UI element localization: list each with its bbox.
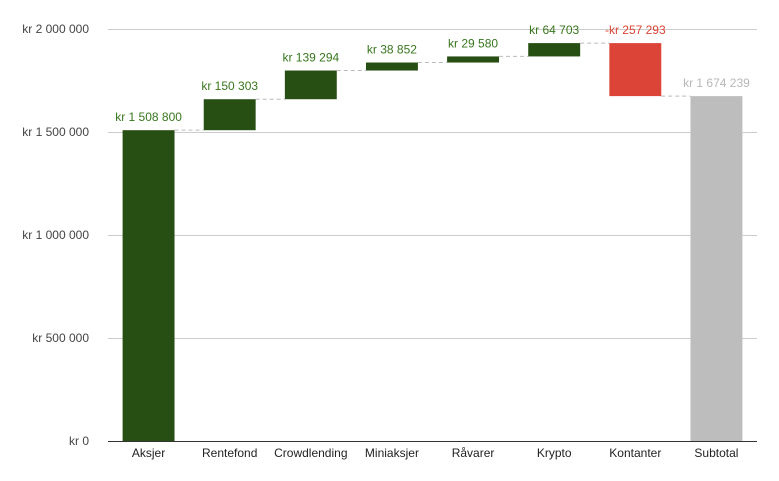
bar-crowdlending xyxy=(284,70,337,100)
category-label: Crowdlending xyxy=(274,446,347,460)
bar-kontanter xyxy=(609,43,662,97)
bar-råvarer xyxy=(447,56,500,63)
bars xyxy=(122,43,743,442)
y-tick-label: kr 0 xyxy=(69,434,89,448)
gridlines xyxy=(108,29,757,442)
y-tick-label: kr 500 000 xyxy=(32,331,89,345)
category-label: Subtotal xyxy=(694,446,738,460)
data-label: kr 29 580 xyxy=(448,36,498,50)
data-label: kr 150 303 xyxy=(201,79,258,93)
y-tick-label: kr 1 000 000 xyxy=(22,228,89,242)
y-tick-label: kr 1 500 000 xyxy=(22,125,89,139)
connector-lines xyxy=(174,42,691,131)
data-label: kr 1 508 800 xyxy=(115,110,182,124)
data-label: kr 139 294 xyxy=(282,51,339,65)
category-label: Kontanter xyxy=(609,446,661,460)
bar-subtotal xyxy=(690,96,743,442)
data-label: kr 38 852 xyxy=(367,43,417,57)
category-label: Aksjer xyxy=(132,446,165,460)
bar-rentefond xyxy=(203,99,256,131)
category-label: Rentefond xyxy=(202,446,257,460)
x-axis-category-labels: Aksjer Rentefond Crowdlending Miniaksjer Råv… xyxy=(132,446,739,460)
y-axis-tick-labels: kr 0 kr 500 000 kr 1 000 000 kr 1 500 000 kr… xyxy=(22,22,89,448)
bar-krypto xyxy=(528,43,581,57)
y-tick-label: kr 2 000 000 xyxy=(22,22,89,36)
bar-aksjer xyxy=(122,130,175,441)
category-label: Miniaksjer xyxy=(365,446,419,460)
data-labels: kr 1 508 800 kr 150 303 kr 139 294 kr 38 85… xyxy=(115,23,750,124)
bar-miniaksjer xyxy=(365,62,418,71)
category-label: Råvarer xyxy=(452,446,495,460)
category-label: Krypto xyxy=(537,446,572,460)
data-label: kr 1 674 239 xyxy=(683,76,750,90)
data-label: -kr 257 293 xyxy=(605,23,666,37)
data-label: kr 64 703 xyxy=(529,23,579,37)
